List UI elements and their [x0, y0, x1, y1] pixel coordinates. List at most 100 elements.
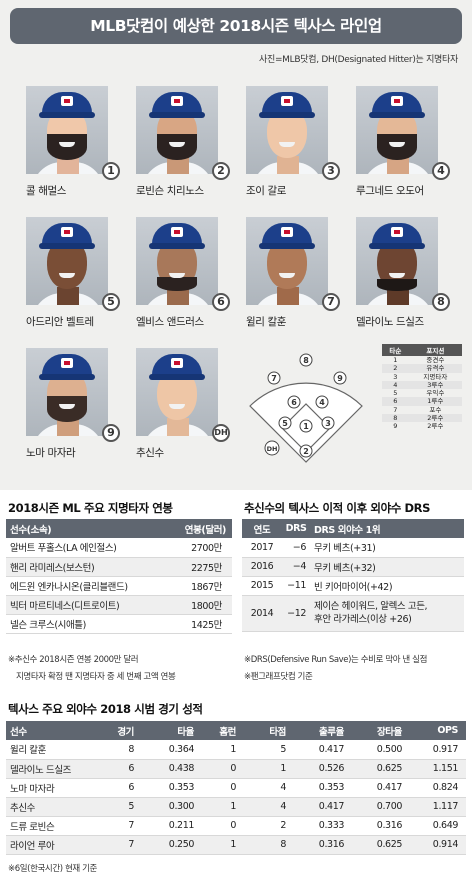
player-name: 루그네드 오도어	[356, 185, 424, 197]
field-pos-6: 6	[287, 395, 301, 409]
ops: 0.917	[410, 740, 466, 760]
player-name: 엘비스 앤드러스	[136, 316, 204, 328]
table-row: 2014 −12 제이슨 헤이워드, 알렉스 고든, 후안 라가레스(이상 +2…	[242, 595, 464, 632]
player-badge: 6	[212, 293, 230, 311]
ops: 0.649	[410, 816, 466, 836]
col-salary: 연봉(달러)	[168, 519, 232, 538]
avg: 0.364	[142, 740, 202, 760]
salary: 1425만	[168, 614, 232, 634]
col-drs: DRS	[282, 519, 310, 538]
table-row: 핸리 라미레스(보스턴) 2275만	[6, 557, 232, 577]
year: 2014	[242, 595, 282, 632]
salary-note-1: ※추신수 2018시즌 연봉 2000만 달러	[8, 655, 139, 665]
top-outfielder-line-1: 제이슨 헤이워드, 알렉스 고든,	[314, 601, 428, 612]
obp: 0.353	[294, 778, 352, 798]
position: 포수	[429, 405, 442, 414]
table-row: 빅터 마르티네스(디트로이트) 1800만	[6, 595, 232, 615]
slg: 0.625	[352, 835, 410, 855]
col-year: 연도	[242, 519, 282, 538]
table-row: 6 1루수	[382, 397, 462, 406]
batting-order-table: 타순 포지션 1 중견수 2 유격수 3 지명타자 4 3루수 5 우익수 6 1루수 7 포…	[382, 344, 462, 431]
player-photo-9	[26, 348, 108, 436]
photo-credit: 사진=MLB닷컴, DH(Designated Hitter)는 지명타자	[258, 55, 458, 65]
col-ops: OPS	[410, 721, 466, 740]
hr: 0	[202, 759, 244, 779]
player-name: 노마 마자라	[26, 447, 76, 459]
order: 6	[382, 397, 409, 406]
player-badge: 7	[322, 293, 340, 311]
player: 윌리 칼훈	[6, 740, 112, 760]
player-photo-3	[246, 86, 328, 174]
salary: 1867만	[168, 576, 232, 596]
field-pos-7: 7	[267, 371, 281, 385]
table-row: 드류 로빈슨 7 0.211 0 2 0.333 0.316 0.649	[6, 816, 466, 836]
player-badge: 3	[322, 162, 340, 180]
table-row: 5 우익수	[382, 389, 462, 397]
obp: 0.417	[294, 740, 352, 760]
position: 유격수	[408, 364, 462, 373]
table-row: 7 포수	[382, 406, 462, 414]
player: 델라이노 드실즈	[6, 759, 112, 779]
player-photo-6	[136, 217, 218, 305]
field-pos-2: 2	[299, 444, 313, 458]
table-row: 4 3루수	[382, 380, 462, 390]
table-row: 2016 −4 무키 베츠(+32)	[242, 557, 464, 577]
top-outfielder: 제이슨 헤이워드, 알렉스 고든, 후안 라가레스(이상 +26)	[310, 595, 464, 632]
player-photo-2	[136, 86, 218, 174]
slg: 0.417	[352, 778, 410, 798]
col-position: 포지션	[408, 344, 462, 356]
drs-value: −11	[282, 576, 310, 596]
player-badge: 4	[432, 162, 450, 180]
order: 7	[393, 405, 398, 414]
ops: 0.824	[410, 778, 466, 798]
player-photo-5	[26, 217, 108, 305]
table-row: 노마 마자라 6 0.353 0 4 0.353 0.417 0.824	[6, 778, 466, 798]
player-team: 핸리 라미레스(보스턴)	[6, 557, 169, 577]
avg: 0.438	[142, 759, 202, 779]
field-pos-dh: DH	[264, 440, 280, 456]
player-badge: 8	[432, 293, 450, 311]
svg-text:3: 3	[325, 419, 331, 428]
lineup-panel: MLB닷컴이 예상한 2018시즌 텍사스 라인업 사진=MLB닷컴, DH(D…	[0, 0, 472, 490]
rbi: 4	[244, 778, 294, 798]
order: 9	[393, 422, 398, 431]
order: 2	[382, 364, 409, 373]
rbi: 4	[244, 797, 294, 817]
order: 5	[393, 389, 398, 398]
field-diagram: 8 7 9 6 4 5 1 3 2 DH	[249, 353, 363, 463]
svg-text:8: 8	[303, 356, 309, 365]
table-row: 2 유격수	[382, 364, 462, 373]
field-pos-9: 9	[333, 371, 347, 385]
rbi: 2	[244, 816, 294, 836]
player-team: 알버트 푸홀스(LA 에인절스)	[6, 538, 169, 558]
hr: 1	[202, 740, 244, 760]
salary: 2700만	[168, 538, 232, 558]
player-name: 조이 갈로	[246, 185, 286, 197]
drs-value: −12	[282, 595, 310, 632]
field-pos-4: 4	[315, 395, 329, 409]
games: 6	[112, 778, 142, 798]
svg-text:4: 4	[319, 398, 325, 407]
col-order: 타순	[382, 344, 409, 356]
slg: 0.316	[352, 816, 410, 836]
drs-note-1: ※DRS(Defensive Run Save)는 수비로 막아 낸 실점	[244, 655, 427, 665]
games: 7	[112, 835, 142, 855]
position: 지명타자	[423, 372, 448, 381]
hr: 1	[202, 797, 244, 817]
svg-text:1: 1	[303, 422, 309, 431]
ops: 1.117	[410, 797, 466, 817]
player-name: 콜 해멀스	[26, 185, 66, 197]
drs-title: 추신수의 텍사스 이적 이후 외야수 DRS	[244, 501, 431, 515]
player-name: 윌리 칼훈	[246, 316, 286, 328]
position: 중견수	[426, 356, 445, 364]
obp: 0.417	[294, 797, 352, 817]
salary: 2275만	[168, 557, 232, 577]
games: 6	[112, 759, 142, 779]
table-row: 추신수 5 0.300 1 4 0.417 0.700 1.117	[6, 797, 466, 817]
slg: 0.625	[352, 759, 410, 779]
player-team: 넬슨 크루스(시애틀)	[6, 614, 169, 634]
top-outfielder-line-2: 후안 라가레스(이상 +26)	[314, 614, 412, 625]
table-row: 윌리 칼훈 8 0.364 1 5 0.417 0.500 0.917	[6, 740, 466, 760]
player-badge: 5	[102, 293, 120, 311]
col-games: 경기	[112, 721, 142, 740]
